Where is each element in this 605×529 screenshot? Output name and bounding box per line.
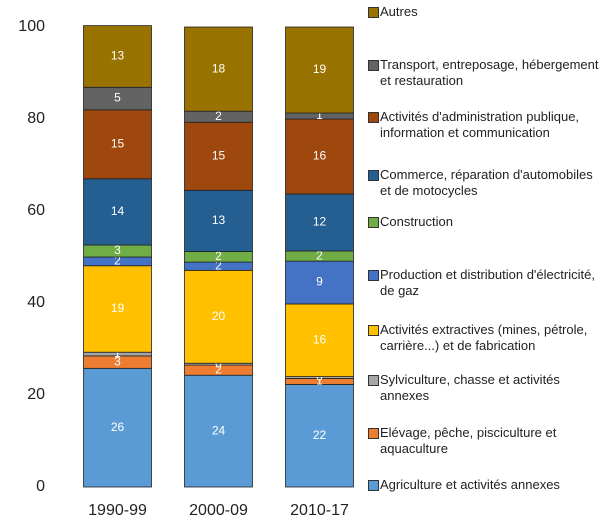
value-label: 12 — [313, 215, 327, 229]
value-label: 2 — [114, 254, 121, 268]
legend-label: Production et distribution d'électricité… — [380, 267, 595, 298]
value-label: 22 — [313, 428, 327, 442]
bar-segment — [184, 269, 253, 364]
legend-label: Elévage, pêche, pisciculture et aquacult… — [380, 425, 557, 456]
y-tick-label: 100 — [18, 18, 45, 35]
legend-swatch — [368, 112, 379, 123]
y-tick-label: 0 — [36, 478, 45, 495]
legend-label: Autres — [380, 4, 418, 19]
y-tick-label: 60 — [27, 202, 45, 219]
value-label: 16 — [313, 332, 327, 346]
bar-segment — [184, 26, 253, 112]
legend-item: Commerce, réparation d'automobiles et de… — [368, 167, 605, 199]
y-tick-label: 40 — [27, 294, 45, 311]
bar-segment — [83, 367, 152, 488]
value-label: 2 — [215, 249, 222, 263]
legend-label: Agriculture et activités annexes — [380, 477, 560, 492]
value-label: 24 — [212, 423, 226, 437]
legend-swatch — [368, 270, 379, 281]
legend-swatch — [368, 217, 379, 228]
legend-label: Activités d'administration publique, inf… — [380, 109, 580, 140]
bar-segment — [285, 384, 354, 488]
value-label: 19 — [111, 301, 125, 315]
value-label: 3 — [114, 243, 121, 257]
x-tick-label: 2010-17 — [290, 502, 349, 519]
legend-swatch — [368, 170, 379, 181]
legend-swatch — [368, 375, 379, 386]
legend-item: Sylviculture, chasse et activités annexe… — [368, 372, 605, 404]
legend-label: Sylviculture, chasse et activités annexe… — [380, 372, 560, 403]
value-label: 16 — [313, 149, 327, 163]
value-label: 1 — [316, 108, 323, 122]
legend-label: Commerce, réparation d'automobiles et de… — [380, 167, 593, 198]
value-label: 15 — [111, 136, 125, 150]
value-label: 15 — [212, 148, 226, 162]
legend-swatch — [368, 325, 379, 336]
bar-segment — [285, 118, 354, 195]
legend-swatch — [368, 7, 379, 18]
x-tick-label: 1990-99 — [88, 502, 147, 519]
value-label: 19 — [313, 62, 327, 76]
legend-label: Construction — [380, 214, 453, 229]
bar-segment — [83, 265, 152, 353]
legend-item: Elévage, pêche, pisciculture et aquacult… — [368, 425, 605, 457]
bar-segment — [83, 178, 152, 246]
legend-label: Transport, entreposage, hébergement et r… — [380, 57, 599, 88]
value-label: 14 — [111, 204, 125, 218]
bar-segment — [285, 193, 354, 252]
bar-segment — [184, 121, 253, 191]
legend-label: Activités extractives (mines, pétrole, c… — [380, 322, 588, 353]
value-label: 2 — [316, 248, 323, 262]
bar-segment — [184, 374, 253, 488]
bar-segment — [285, 260, 354, 305]
value-label: 2 — [215, 362, 222, 376]
value-label: 2 — [215, 258, 222, 272]
value-label: 2 — [215, 109, 222, 123]
legend-swatch — [368, 428, 379, 439]
value-label: 26 — [111, 420, 125, 434]
value-label: 13 — [212, 213, 226, 227]
bar-segment — [285, 303, 354, 378]
x-tick-label: 2000-09 — [189, 502, 248, 519]
value-label: 1 — [114, 346, 121, 360]
bar-segment — [83, 109, 152, 180]
legend-item: Production et distribution d'électricité… — [368, 267, 605, 299]
bar-segment — [285, 26, 354, 114]
bar-segment — [83, 25, 152, 88]
value-label: 13 — [111, 49, 125, 63]
legend-item: Autres — [368, 4, 605, 20]
legend-item: Transport, entreposage, hébergement et r… — [368, 57, 605, 89]
value-label: 18 — [212, 61, 226, 75]
value-label: 20 — [212, 309, 226, 323]
value-label: 9 — [316, 275, 323, 289]
legend-item: Agriculture et activités annexes — [368, 477, 605, 493]
legend-item: Activités extractives (mines, pétrole, c… — [368, 322, 605, 354]
value-label: 5 — [114, 91, 121, 105]
bar-segment — [184, 189, 253, 252]
legend-swatch — [368, 60, 379, 71]
legend-item: Activités d'administration publique, inf… — [368, 109, 605, 141]
y-tick-label: 80 — [27, 110, 45, 127]
value-label: 1 — [316, 374, 323, 388]
legend-item: Construction — [368, 214, 605, 230]
value-label: 3 — [114, 354, 121, 368]
legend-swatch — [368, 480, 379, 491]
y-tick-label: 20 — [27, 386, 45, 403]
